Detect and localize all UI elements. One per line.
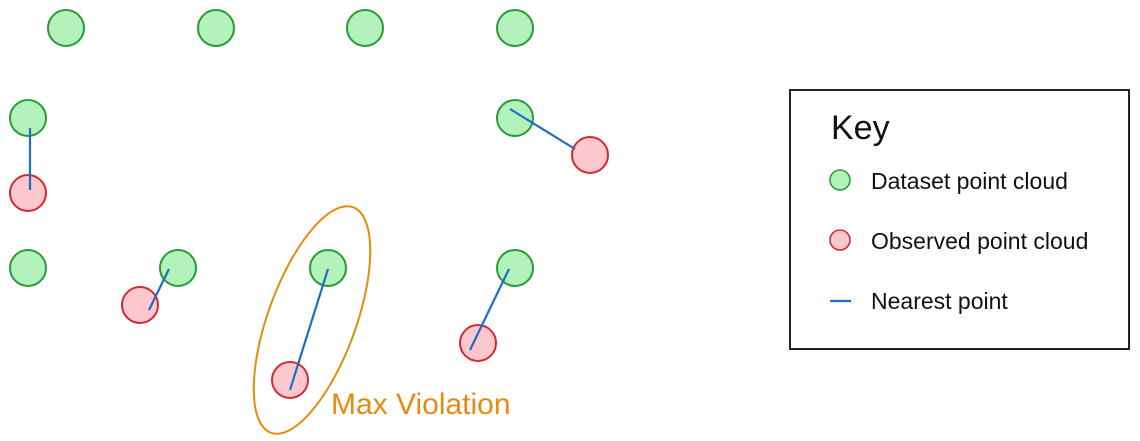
dataset-point	[309, 249, 347, 287]
dataset-point	[197, 9, 235, 47]
nearest-point-line	[148, 268, 170, 311]
dataset-point	[496, 99, 534, 137]
legend-observed-marker	[829, 229, 851, 251]
dataset-point	[159, 249, 197, 287]
dataset-points	[9, 9, 534, 287]
dataset-point	[496, 9, 534, 47]
observed-point	[121, 286, 159, 324]
max-violation-ellipse	[252, 205, 372, 435]
nearest-point-line	[469, 268, 510, 351]
dataset-point	[346, 9, 384, 47]
legend-item-label: Nearest point	[871, 288, 1008, 314]
dataset-point	[9, 99, 47, 137]
legend-title: Key	[831, 109, 890, 147]
observed-point	[571, 136, 609, 174]
legend-box	[789, 89, 1130, 350]
observed-point	[459, 324, 497, 362]
legend: Key Dataset point cloud Observed point c…	[789, 89, 1130, 350]
observed-points	[9, 136, 609, 399]
nearest-point-line	[288, 268, 330, 391]
observed-point	[9, 174, 47, 212]
nearest-point-line	[509, 108, 576, 150]
legend-item-label: Dataset point cloud	[871, 168, 1068, 194]
dataset-point	[47, 9, 85, 47]
legend-item-label: Observed point cloud	[871, 228, 1088, 254]
max-violation-label: Max Violation	[331, 388, 511, 421]
nearest-point-lines	[28, 108, 576, 391]
observed-point	[271, 361, 309, 399]
legend-dataset-marker	[829, 169, 851, 191]
dataset-point	[9, 249, 47, 287]
